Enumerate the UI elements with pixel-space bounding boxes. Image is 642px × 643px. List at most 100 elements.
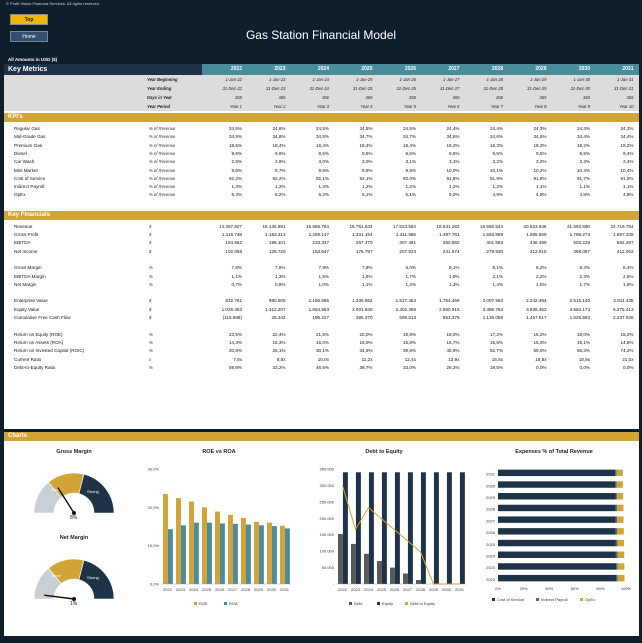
row-unit: % of Revenue: [149, 150, 176, 156]
charts-panel: Gross Margin Good Strong 8% Net Margin Goo…: [4, 441, 639, 636]
table-row: Indirect Payroll % of Revenue 1,3% 1,3% 1,3%…: [4, 183, 639, 191]
table-cell: 1.259.147: [308, 232, 329, 237]
gauge-band-label: Good: [51, 487, 61, 492]
kpi-section-header: KPI's: [4, 113, 639, 122]
table-cell: 401.593: [486, 240, 503, 246]
table-cell: 1,9%: [449, 273, 460, 279]
table-cell: 1.166.685: [308, 298, 329, 304]
y-tick-label: 2027: [486, 518, 496, 523]
table-cell: 9,5%: [405, 150, 416, 156]
bar-equity: [420, 472, 426, 584]
table-cell: 1,3%: [275, 184, 286, 190]
legend-swatch: [224, 602, 227, 605]
meta-label: Year Beginning: [147, 77, 178, 82]
bar-cost-of-service: [498, 539, 616, 547]
table-cell: 7,8%: [275, 265, 286, 271]
meta-cell: 1-Jan-23: [268, 77, 286, 82]
year-header-2028: 2028: [491, 66, 503, 72]
table-cell: 52,7%: [489, 348, 503, 354]
table-row: Current Ratio x 7,9x 8,8x 10,0x 11,2x 12,4x 13,…: [4, 356, 639, 364]
table-row: EBITDA Margin% 1,1% 1,3% 1,5% 1,6% 1,7% 1,9% 2,…: [4, 273, 639, 281]
bar-indirect-payroll: [615, 481, 617, 488]
meta-cell: 1-Jan-27: [442, 77, 460, 82]
x-tick-label: 2024: [189, 587, 199, 592]
meta-cell: 365: [365, 95, 373, 100]
table-cell: 233.337: [312, 240, 329, 246]
legend-label: Indirect Payroll: [541, 597, 568, 602]
table-cell: 1,1%: [623, 184, 634, 190]
x-tick-label: 2030: [442, 587, 452, 592]
table-cell: 10,0%: [446, 167, 460, 173]
gauge-band-strong: [78, 559, 115, 600]
meta-cell: 365: [583, 95, 590, 100]
table-row: Debt-to-Equity Ratio% 59,9% 33,2% 46,5% 39,7…: [4, 364, 639, 372]
row-unit: %: [149, 339, 153, 345]
table-cell: 125.720: [268, 248, 286, 254]
table-cell: 1.025.453: [221, 306, 242, 312]
expenses-chart-title: Expenses % of Total Revenue: [515, 449, 593, 455]
table-cell: 16,0%: [576, 331, 590, 337]
top-button[interactable]: Top: [10, 14, 48, 25]
debt-equity-chart: - 50.000 100.000 150.000 200.000 250.000 300.0…: [320, 467, 466, 606]
table-cell: 15,5x: [491, 356, 503, 362]
bar-debt: [338, 534, 343, 584]
table-cell: 1,1%: [536, 184, 547, 190]
y-tick-label: 50.000: [322, 565, 335, 570]
legend-label: Debt to Equity: [410, 601, 435, 606]
table-cell: 16,0%: [359, 339, 373, 345]
table-cell: 74,2%: [620, 348, 634, 354]
table-cell: 33,2%: [272, 364, 286, 370]
x-tick-label: 60%: [571, 586, 579, 591]
table-cell: 1,5%: [318, 273, 329, 279]
y-tick-label: 150.000: [320, 532, 335, 537]
meta-cell: 1-Jan-30: [573, 77, 590, 82]
table-row: Enterprise Value $822.761 980.505 1.166.685…: [4, 297, 639, 305]
table-cell: 8,4%: [623, 265, 634, 271]
table-cell: 0,0%: [536, 364, 547, 370]
bar-roa: [180, 525, 186, 584]
charts-section-header: Charts: [4, 432, 639, 441]
table-cell: 4.563.173: [569, 306, 590, 312]
y-tick-label: 2022: [486, 577, 496, 582]
row-label: Revenue: [14, 223, 33, 229]
table-cell: 0,8%: [275, 281, 286, 287]
year-header-2024: 2024: [317, 66, 329, 72]
home-button[interactable]: Home: [10, 31, 48, 42]
y-tick-label: 250.000: [320, 499, 335, 504]
table-row: Cost of Service % of Revenue 92,2% 92,2% 92,…: [4, 175, 639, 183]
bar-roe: [228, 515, 233, 584]
table-cell: 2,1%: [492, 273, 503, 279]
x-tick-label: 40%: [545, 586, 553, 591]
table-cell: 66,3%: [576, 348, 590, 354]
row-unit: % of Revenue: [149, 126, 176, 131]
year-header-2029: 2029: [535, 66, 547, 72]
bar-indirect-payroll: [615, 493, 617, 500]
meta-cell: 366: [322, 95, 329, 100]
row-label: Return on Invested Capital (ROIC): [14, 348, 85, 354]
table-cell: 5,0%: [449, 192, 460, 198]
table-cell: 34,4%: [576, 134, 590, 140]
meta-cell: 31-Dec-28: [483, 86, 503, 91]
bar-equity: [381, 472, 387, 584]
table-cell: 3.385.783: [482, 306, 503, 312]
row-label: Car Wash: [14, 159, 35, 165]
bar-cost-of-service: [498, 493, 616, 500]
debt-equity-chart-title: Debt to Equity: [365, 449, 403, 455]
key-metrics-header: Key Metrics: [4, 64, 202, 75]
row-label: Cost of Service: [14, 175, 46, 181]
gauge-needle: [44, 594, 75, 600]
table-cell: 91,9%: [446, 175, 460, 181]
table-cell: 10,3%: [576, 167, 590, 173]
table-cell: 8,0%: [405, 265, 416, 271]
x-tick-label: 2029: [429, 587, 439, 592]
legend-label: Equity: [382, 601, 393, 606]
table-cell: 9,5%: [362, 150, 373, 156]
gauge-band-label: Strong: [87, 489, 99, 494]
bar-roa: [245, 524, 251, 584]
table-row: [4, 256, 639, 264]
table-cell: 1,1%: [231, 273, 242, 279]
table-cell: 1,7%: [405, 273, 416, 279]
table-cell: 34,5%: [533, 134, 547, 140]
table-row: Premium Gas % of Revenue 18,5% 18,4% 18,4% 18…: [4, 142, 639, 150]
y-tick-label: 0,0%: [150, 582, 160, 587]
